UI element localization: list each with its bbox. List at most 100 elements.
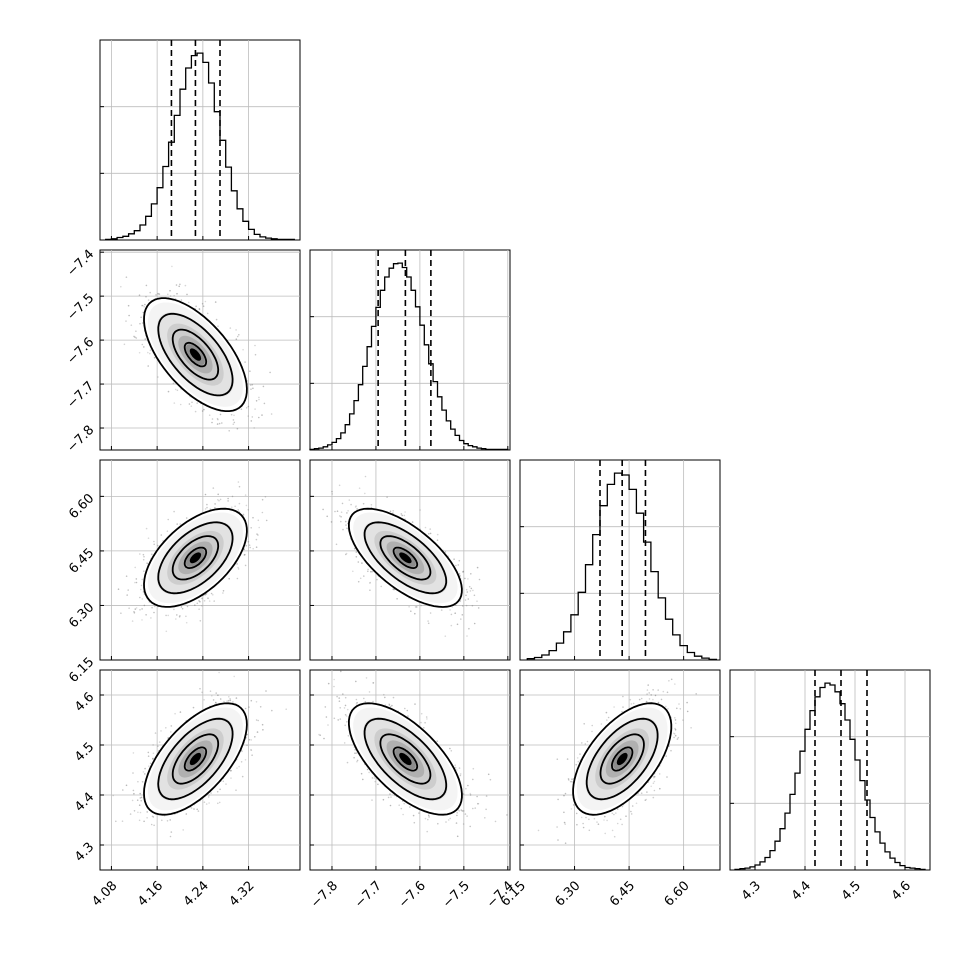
sample-point <box>217 694 219 696</box>
sample-point <box>238 334 240 336</box>
sample-point <box>153 356 156 359</box>
sample-point <box>125 276 128 279</box>
sample-point <box>444 551 447 553</box>
sample-point <box>468 627 470 630</box>
sample-point <box>247 509 249 511</box>
sample-point <box>157 376 159 378</box>
sample-point <box>231 506 233 509</box>
pair-panel-0-3 <box>99 669 301 871</box>
sample-point <box>237 568 240 570</box>
sample-point <box>230 769 232 772</box>
sample-point <box>151 553 153 556</box>
sample-point <box>141 304 143 307</box>
sample-point <box>249 384 252 386</box>
sample-point <box>141 578 143 581</box>
sample-point <box>193 808 195 810</box>
sample-point <box>112 794 114 797</box>
sample-point <box>465 588 468 591</box>
panel-frame <box>519 459 721 661</box>
sample-point <box>155 294 157 296</box>
sample-point <box>249 546 251 549</box>
sample-point <box>178 616 181 618</box>
sample-point <box>198 308 201 311</box>
sample-point <box>346 512 348 514</box>
sample-point <box>142 553 145 556</box>
sample-point <box>420 604 423 607</box>
sample-point <box>141 608 143 610</box>
sample-point <box>440 609 443 611</box>
sample-point <box>211 421 213 424</box>
sample-point <box>259 706 262 708</box>
sample-point <box>140 316 142 319</box>
sample-point <box>235 329 237 331</box>
sample-point <box>157 292 159 295</box>
sample-point <box>120 285 122 288</box>
sample-point <box>227 497 229 500</box>
sample-point <box>244 707 247 710</box>
sample-point <box>138 294 141 297</box>
sample-point <box>367 568 369 571</box>
sample-point <box>370 570 372 573</box>
sample-point <box>230 770 232 772</box>
sample-point <box>196 602 199 605</box>
contour-2 <box>379 535 432 581</box>
sample-point <box>450 613 453 616</box>
sample-point <box>455 564 457 567</box>
sample-point <box>458 573 461 575</box>
sample-point <box>185 813 188 815</box>
sample-point <box>204 508 207 510</box>
sample-point <box>211 695 213 697</box>
sample-point <box>219 788 221 791</box>
sample-point <box>462 571 464 573</box>
sample-point <box>253 427 255 429</box>
sample-point <box>230 413 233 416</box>
sample-point <box>472 589 474 592</box>
panel-frame <box>309 249 511 451</box>
sample-point <box>229 698 231 700</box>
sample-point <box>261 414 263 416</box>
sample-point <box>464 599 467 601</box>
sample-point <box>215 318 218 321</box>
sample-point <box>204 300 207 303</box>
contour-3 <box>183 546 208 570</box>
sample-point <box>429 612 432 614</box>
sample-point <box>146 811 148 813</box>
sample-point <box>252 547 254 550</box>
sample-point <box>459 575 462 577</box>
sample-point <box>453 558 455 560</box>
sample-point <box>386 496 388 499</box>
sample-point <box>465 604 468 607</box>
sample-point <box>269 371 271 374</box>
sample-point <box>236 577 239 580</box>
sample-point <box>144 767 146 770</box>
sample-point <box>334 510 336 513</box>
sample-point <box>339 515 341 517</box>
sample-point <box>133 610 135 613</box>
sample-point <box>176 614 178 616</box>
sample-point <box>364 492 366 495</box>
sample-point <box>235 697 238 699</box>
sample-point <box>160 730 162 732</box>
sample-point <box>176 523 178 525</box>
density-peak <box>189 552 202 564</box>
sample-point <box>169 289 171 292</box>
marginal-panel-1 <box>309 249 511 451</box>
sample-point <box>244 361 246 363</box>
sample-point <box>473 594 476 597</box>
sample-point <box>354 506 357 508</box>
sample-point <box>247 540 250 543</box>
sample-point <box>128 314 130 317</box>
sample-point <box>143 555 145 558</box>
sample-point <box>427 620 429 622</box>
sample-point <box>248 544 251 546</box>
sample-point <box>145 527 148 530</box>
sample-point <box>125 320 127 322</box>
sample-point <box>212 594 214 596</box>
sample-point <box>143 604 146 607</box>
sample-point <box>258 416 260 419</box>
sample-point <box>218 422 221 425</box>
sample-point <box>370 504 373 506</box>
sample-point <box>255 400 258 402</box>
